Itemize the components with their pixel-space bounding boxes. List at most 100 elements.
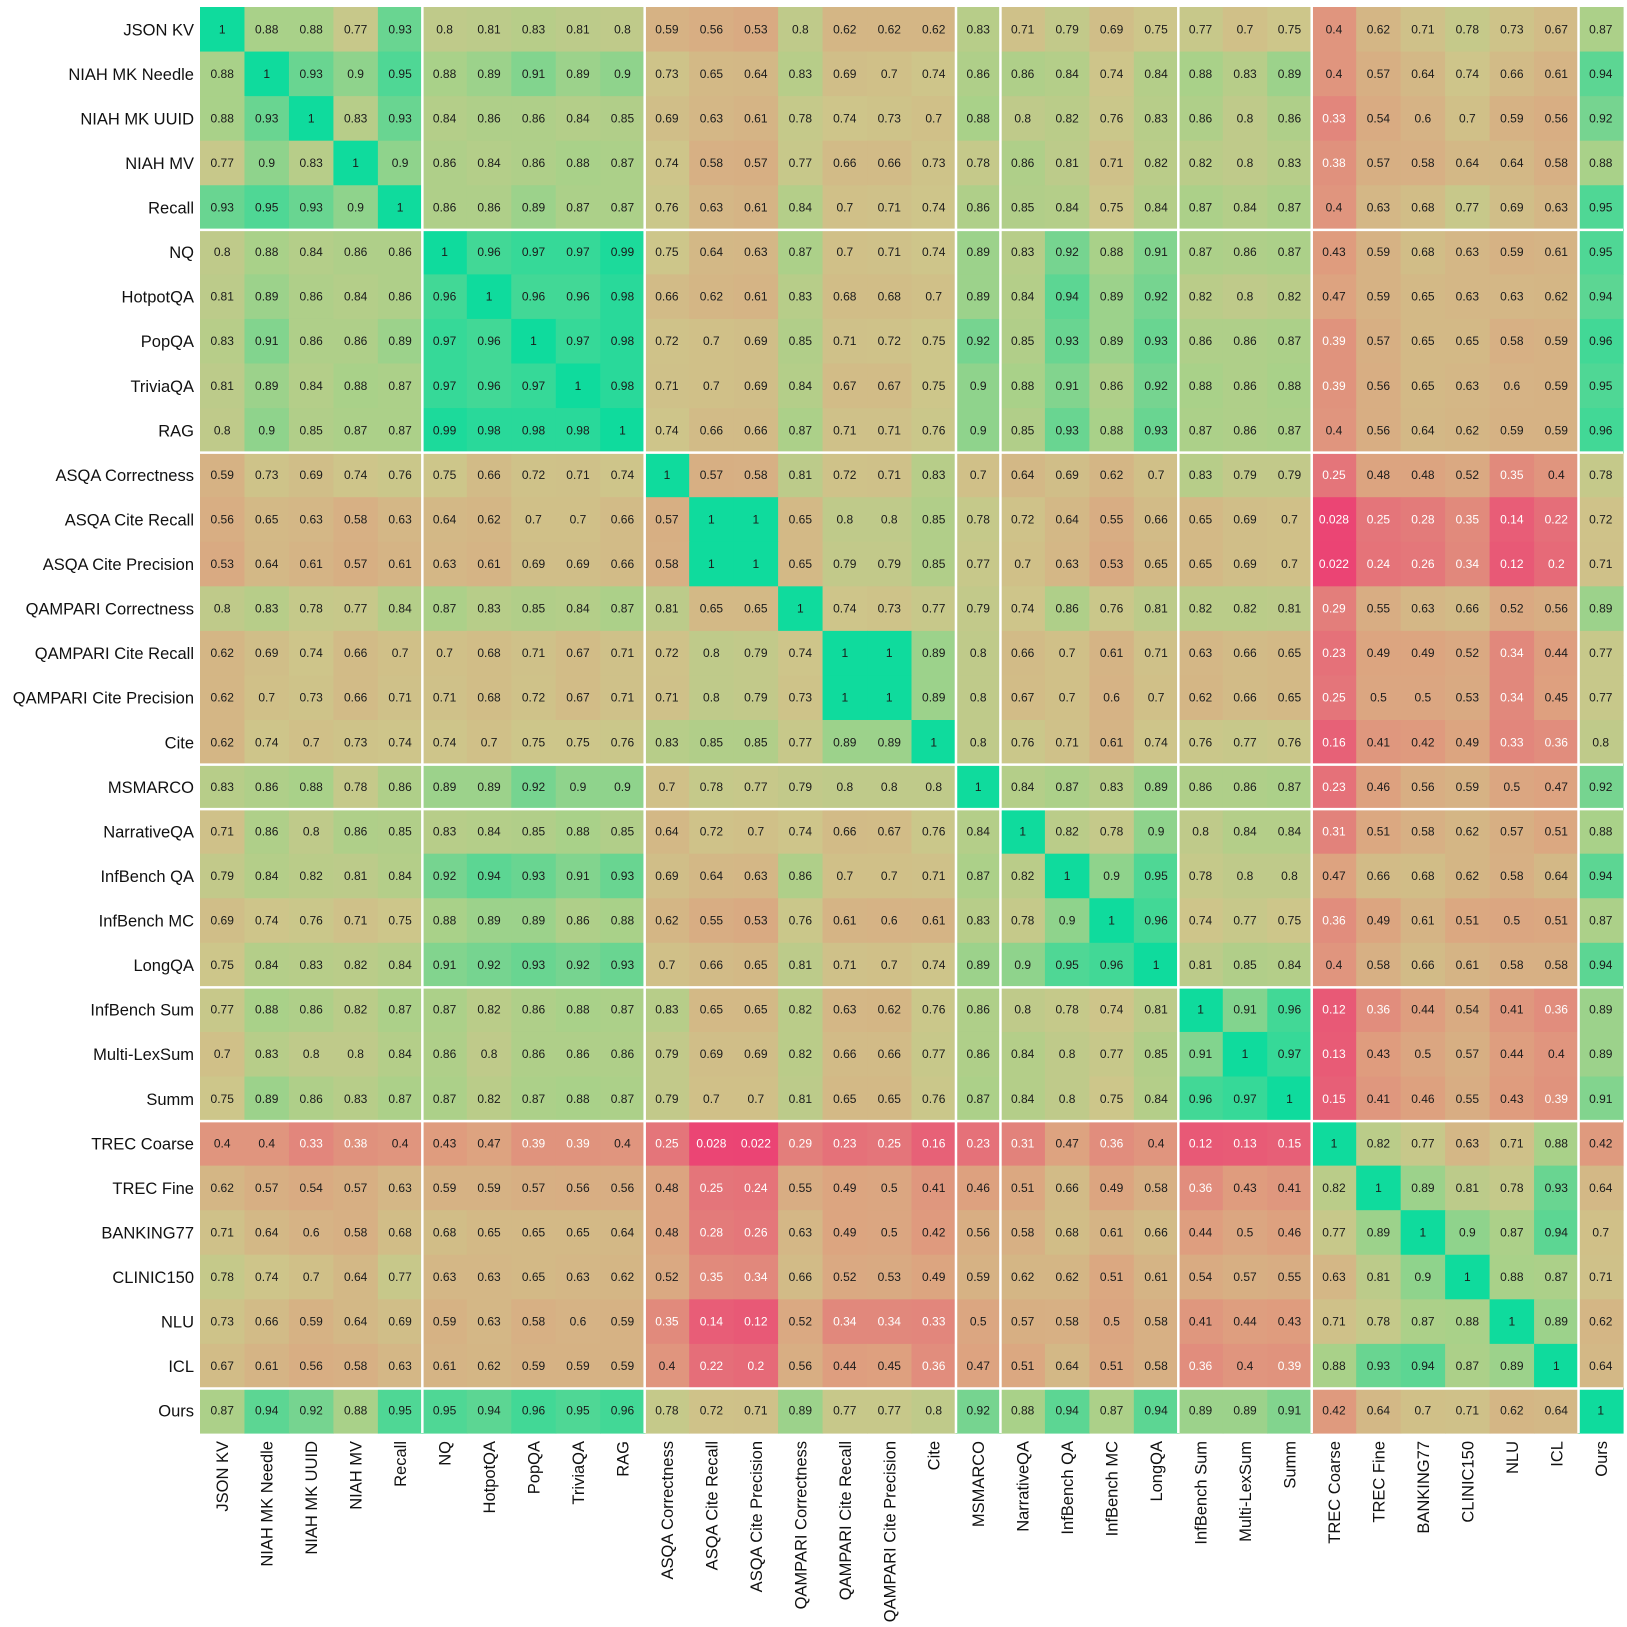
- heatmap-cell: [244, 140, 290, 186]
- heatmap-cell: [778, 51, 824, 97]
- heatmap-cell: [1311, 809, 1357, 855]
- heatmap-cell: [333, 1210, 379, 1256]
- heatmap-cell: [1534, 1165, 1580, 1211]
- cell-value: 0.4: [1326, 67, 1343, 81]
- heatmap-cell: [778, 274, 824, 320]
- cell-value: 0.23: [967, 1136, 991, 1150]
- cell-value: 0.74: [922, 245, 946, 259]
- heatmap-cell: [867, 140, 913, 186]
- cell-value: 0.57: [700, 468, 724, 482]
- heatmap-cell: [867, 96, 913, 142]
- cell-value: 0.7: [836, 201, 853, 215]
- cell-value: 0.82: [477, 1092, 501, 1106]
- heatmap-cell: [1222, 1254, 1268, 1300]
- cell-value: 0.86: [967, 201, 991, 215]
- heatmap-cell: [244, 1299, 290, 1345]
- heatmap-cell: [1534, 1254, 1580, 1300]
- cell-value: 0.58: [1545, 958, 1569, 972]
- heatmap-cell: [1311, 630, 1357, 677]
- heatmap-cell: [1578, 1031, 1624, 1078]
- heatmap-cell: [1489, 942, 1535, 988]
- cell-value: 0.77: [211, 156, 235, 170]
- heatmap-cell: [1222, 274, 1268, 320]
- heatmap-cell: [200, 408, 246, 454]
- heatmap-cell: [644, 318, 690, 365]
- heatmap-cell: [1311, 1343, 1357, 1390]
- cell-value: 0.82: [1055, 111, 1079, 125]
- heatmap-cell: [822, 51, 868, 97]
- heatmap-cell: [778, 1299, 824, 1345]
- row-label: NIAH MK UUID: [80, 110, 194, 128]
- heatmap-cell: [1578, 185, 1624, 231]
- heatmap-cell: [333, 1343, 379, 1390]
- cell-value: 0.71: [922, 869, 946, 883]
- cell-value: 0.76: [388, 468, 412, 482]
- heatmap-cell: [644, 1031, 690, 1078]
- cell-value: 0.84: [255, 869, 279, 883]
- cell-value: 0.61: [744, 111, 768, 125]
- heatmap-cell: [689, 1031, 735, 1078]
- cell-value: 0.81: [1367, 1270, 1391, 1284]
- heatmap-cell: [1445, 51, 1491, 97]
- cell-value: 0.75: [1100, 201, 1124, 215]
- heatmap-cell: [1089, 586, 1135, 632]
- heatmap-cell: [1044, 229, 1090, 275]
- heatmap-cell: [422, 586, 468, 632]
- heatmap-cell: [333, 452, 379, 498]
- cell-value: 0.62: [211, 646, 235, 660]
- heatmap-cell: [1000, 1210, 1046, 1256]
- column-label: Recall: [392, 1441, 410, 1487]
- cell-value: 0.2: [1548, 557, 1565, 571]
- cell-value: 0.62: [1367, 22, 1391, 36]
- cell-value: 0.74: [655, 156, 679, 170]
- heatmap-cell: [511, 764, 557, 810]
- heatmap-cell: [466, 229, 512, 275]
- cell-value: 0.49: [1456, 735, 1480, 749]
- cell-value: 0.88: [611, 914, 635, 928]
- cell-value: 0.7: [970, 468, 987, 482]
- heatmap-cell: [955, 408, 1002, 454]
- heatmap-cell: [200, 51, 246, 97]
- cell-value: 0.23: [833, 1136, 857, 1150]
- column-label: TREC Fine: [1370, 1441, 1388, 1523]
- cell-value: 0.81: [789, 468, 813, 482]
- cell-value: 0.77: [344, 22, 368, 36]
- cell-value: 0.87: [1278, 245, 1302, 259]
- heatmap-cell: [1311, 96, 1357, 142]
- cell-value: 0.99: [433, 423, 457, 437]
- heatmap-cell: [867, 1210, 913, 1256]
- heatmap-cell: [1445, 1254, 1491, 1300]
- cell-value: 0.87: [1456, 1359, 1480, 1373]
- cell-value: 0.29: [1322, 602, 1346, 616]
- cell-value: 0.8: [303, 1047, 320, 1061]
- cell-value: 0.63: [566, 1270, 590, 1284]
- cell-value: 1: [664, 468, 671, 482]
- cell-value: 0.87: [433, 602, 457, 616]
- cell-value: 0.77: [789, 735, 813, 749]
- heatmap-cell: [911, 853, 957, 899]
- heatmap-cell: [1133, 51, 1179, 97]
- heatmap-cell: [955, 318, 1002, 365]
- heatmap-cell: [333, 586, 379, 632]
- cell-value: 0.71: [433, 691, 457, 705]
- cell-value: 0.56: [700, 22, 724, 36]
- heatmap-cell: [466, 1343, 512, 1390]
- heatmap-cell: [1222, 1076, 1268, 1122]
- heatmap-cell: [1356, 586, 1402, 632]
- cell-value: 0.84: [1011, 780, 1035, 794]
- cell-value: 0.16: [1322, 735, 1346, 749]
- cell-value: 0.76: [1278, 735, 1302, 749]
- cell-value: 0.34: [744, 1270, 768, 1284]
- cell-value: 0.81: [1144, 1003, 1168, 1017]
- row-label: ASQA Cite Precision: [43, 556, 194, 574]
- heatmap-cell: [1133, 408, 1179, 454]
- cell-value: 0.84: [1144, 67, 1168, 81]
- cell-value: 0.63: [477, 1315, 501, 1329]
- cell-value: 0.83: [344, 1092, 368, 1106]
- cell-value: 0.48: [1367, 468, 1391, 482]
- cell-value: 0.79: [655, 1047, 679, 1061]
- cell-value: 0.85: [789, 334, 813, 348]
- cell-value: 0.59: [477, 1181, 501, 1195]
- cell-value: 0.6: [1503, 379, 1520, 393]
- heatmap-cell: [644, 942, 690, 988]
